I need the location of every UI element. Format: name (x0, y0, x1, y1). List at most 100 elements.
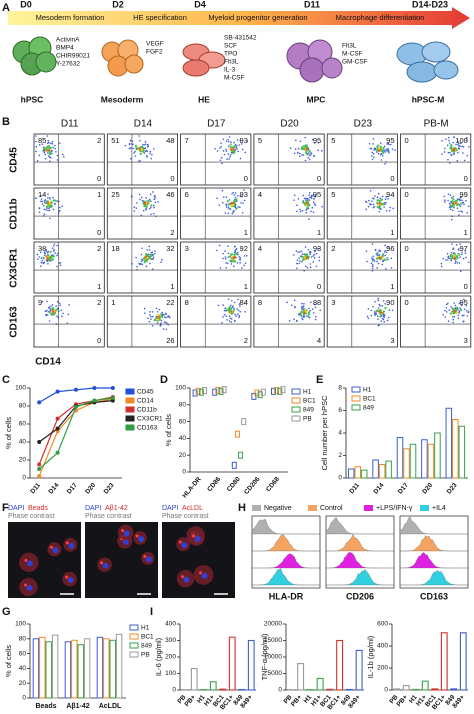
bar (434, 432, 441, 479)
y-axis-label: % of cells (164, 414, 173, 446)
bar (450, 688, 458, 691)
event (451, 200, 454, 203)
column-label: D20 (280, 119, 299, 130)
event (303, 302, 305, 305)
histogram (251, 519, 320, 535)
event (136, 202, 138, 204)
quadrant-value: 14 (38, 190, 46, 199)
factor: SB-431542 (224, 35, 257, 42)
event (312, 261, 315, 263)
event (303, 316, 306, 318)
particle (24, 558, 28, 562)
event (134, 144, 138, 147)
event (372, 255, 374, 258)
event (160, 315, 164, 318)
quadrant-value: 95 (313, 136, 321, 145)
event (308, 199, 311, 201)
event (227, 212, 229, 215)
factor: Y-27632 (56, 61, 80, 68)
quadrant-value: 0 (405, 190, 409, 199)
event (133, 152, 135, 154)
event (142, 149, 145, 153)
event (233, 145, 236, 149)
event (306, 206, 309, 209)
event (231, 193, 233, 195)
y-axis-label: Cell number per hPSC (320, 395, 329, 471)
event (225, 206, 228, 208)
nucleus (67, 577, 74, 584)
event (305, 204, 308, 207)
event (379, 142, 382, 144)
column-label: D23 (354, 119, 373, 130)
event (456, 140, 459, 143)
event (310, 256, 313, 258)
event (307, 315, 310, 318)
event (144, 204, 147, 207)
flow-plot (253, 295, 325, 348)
event (449, 208, 452, 211)
x-tick-label: D14 (372, 482, 385, 496)
column-label: D14 (134, 119, 153, 130)
nucleus (194, 535, 201, 542)
y-tick-label: 0 (22, 695, 26, 702)
event (305, 209, 308, 211)
event (158, 308, 161, 311)
event (308, 158, 311, 161)
legend-swatch (351, 386, 361, 393)
y-tick-label: 80 (19, 403, 27, 410)
event (443, 151, 446, 153)
event (379, 305, 382, 307)
event (296, 267, 298, 270)
row-label: CD11b (9, 198, 20, 229)
quadrant-value: 2 (97, 136, 101, 145)
box (277, 387, 283, 395)
event (141, 247, 143, 250)
event (462, 320, 465, 323)
flow-plot (326, 295, 398, 348)
event (225, 315, 227, 317)
event (232, 191, 234, 194)
event (296, 259, 299, 261)
event (372, 305, 374, 308)
event (140, 263, 142, 265)
bar (336, 639, 344, 691)
legend-swatch (291, 406, 301, 413)
event (458, 249, 460, 251)
event (35, 140, 37, 143)
event (385, 151, 387, 153)
event (40, 257, 43, 259)
event (56, 159, 59, 161)
event (220, 156, 223, 159)
event (371, 269, 374, 272)
event (53, 144, 56, 147)
event (226, 308, 229, 311)
legend-swatch (129, 624, 139, 631)
micrograph (8, 522, 81, 598)
column-label: PB-M (424, 119, 449, 130)
event (223, 309, 226, 312)
event (384, 244, 386, 247)
quadrant-value: 85 (38, 136, 46, 145)
event (138, 262, 140, 265)
box (231, 461, 237, 469)
event (454, 310, 457, 313)
event (146, 150, 148, 153)
event (461, 145, 463, 148)
event (447, 255, 450, 258)
stain-label: DAPI (8, 505, 24, 512)
flow-dots (130, 191, 159, 218)
legend-swatch (291, 415, 301, 422)
event (41, 262, 43, 264)
event (59, 206, 61, 209)
event (227, 298, 230, 301)
event (52, 208, 55, 211)
stain-label: DAPI (162, 505, 178, 512)
event (227, 140, 230, 143)
event (54, 199, 57, 202)
event (448, 309, 451, 311)
event (48, 209, 51, 212)
event (386, 257, 389, 259)
cell-name: Mesoderm (101, 94, 144, 104)
legend-label: PB (141, 652, 150, 659)
point (92, 386, 97, 390)
